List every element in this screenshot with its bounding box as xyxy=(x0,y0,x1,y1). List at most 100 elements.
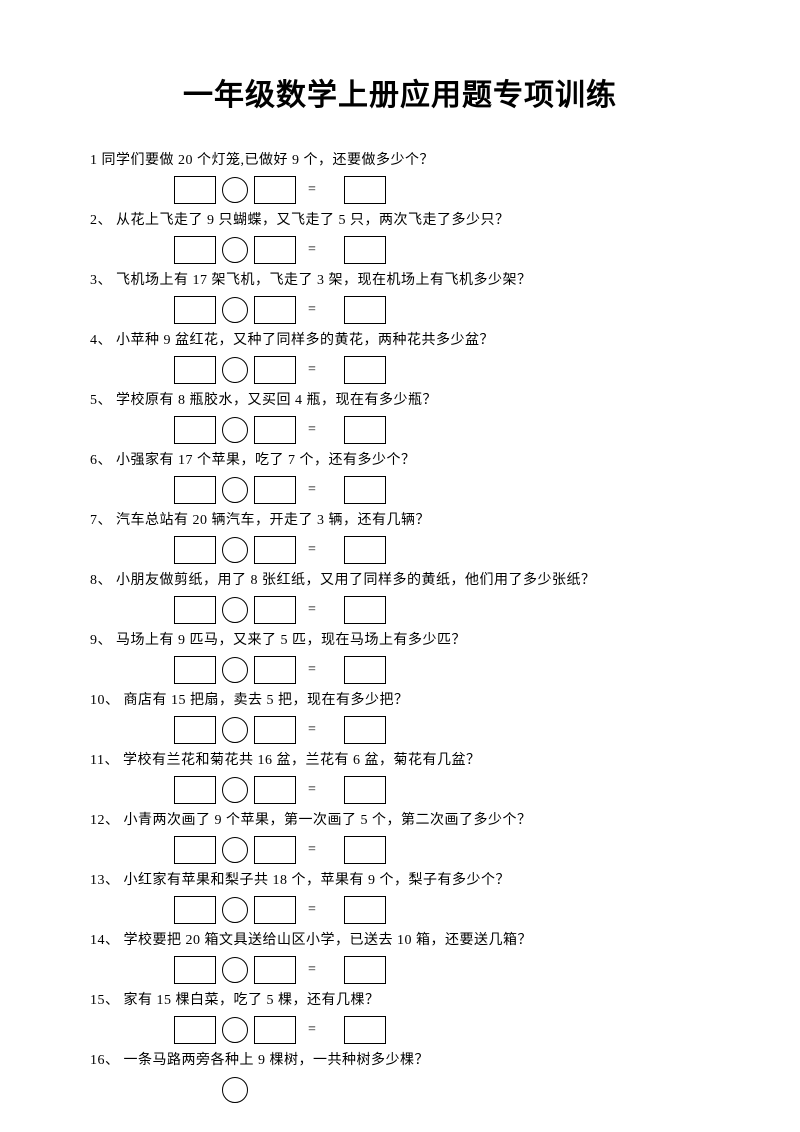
equals-sign: = xyxy=(302,962,322,978)
result-box xyxy=(344,596,386,624)
operator-circle xyxy=(222,357,248,383)
operand-box xyxy=(254,776,296,804)
operator-circle xyxy=(222,717,248,743)
problem: 2、 从花上飞走了 9 只蝴蝶，又飞走了 5 只，两次飞走了多少只？ = xyxy=(90,210,710,268)
question-text: 3、 飞机场上有 17 架飞机，飞走了 3 架，现在机场上有飞机多少架？ xyxy=(90,270,710,292)
operand-box xyxy=(254,716,296,744)
operand-box xyxy=(174,236,216,264)
problem: 7、 汽车总站有 20 辆汽车，开走了 3 辆，还有几辆？ = xyxy=(90,510,710,568)
result-box xyxy=(344,1016,386,1044)
question-text: 13、 小红家有苹果和梨子共 18 个，苹果有 9 个，梨子有多少个？ xyxy=(90,870,710,892)
operator-circle xyxy=(222,957,248,983)
operand-box xyxy=(254,956,296,984)
equals-sign: = xyxy=(302,362,322,378)
equals-sign: = xyxy=(302,722,322,738)
answer-row: = xyxy=(90,832,710,868)
problem: 12、 小青两次画了 9 个苹果，第一次画了 5 个，第二次画了多少个？= xyxy=(90,810,710,868)
operand-box xyxy=(254,596,296,624)
problem: 3、 飞机场上有 17 架飞机，飞走了 3 架，现在机场上有飞机多少架？= xyxy=(90,270,710,328)
problem: 14、 学校要把 20 箱文具送给山区小学，已送去 10 箱，还要送几箱？ = xyxy=(90,930,710,988)
answer-row: = xyxy=(90,712,710,748)
operator-circle xyxy=(222,477,248,503)
result-box xyxy=(344,836,386,864)
operand-box xyxy=(254,836,296,864)
question-text: 2、 从花上飞走了 9 只蝴蝶，又飞走了 5 只，两次飞走了多少只？ xyxy=(90,210,710,232)
operand-box xyxy=(254,236,296,264)
problems-list: 1 同学们要做 20 个灯笼,已做好 9 个，还要做多少个？=2、 从花上飞走了… xyxy=(90,150,710,1108)
problem: 4、 小苹种 9 盆红花，又种了同样多的黄花，两种花共多少盆？ = xyxy=(90,330,710,388)
operand-box xyxy=(174,716,216,744)
answer-row: = xyxy=(90,292,710,328)
problem: 9、 马场上有 9 匹马，又来了 5 匹，现在马场上有多少匹？= xyxy=(90,630,710,688)
operand-box xyxy=(254,176,296,204)
operand-box xyxy=(254,1016,296,1044)
operand-box xyxy=(254,656,296,684)
question-text: 14、 学校要把 20 箱文具送给山区小学，已送去 10 箱，还要送几箱？ xyxy=(90,930,710,952)
answer-row xyxy=(90,1072,710,1108)
answer-row: = xyxy=(90,532,710,568)
operator-circle xyxy=(222,837,248,863)
operand-box xyxy=(254,416,296,444)
operator-circle xyxy=(222,1017,248,1043)
equals-sign: = xyxy=(302,902,322,918)
operand-box xyxy=(254,476,296,504)
equals-sign: = xyxy=(302,1022,322,1038)
result-box xyxy=(344,776,386,804)
equals-sign: = xyxy=(302,782,322,798)
operand-box xyxy=(174,536,216,564)
question-text: 9、 马场上有 9 匹马，又来了 5 匹，现在马场上有多少匹？ xyxy=(90,630,710,652)
operand-box xyxy=(174,836,216,864)
equals-sign: = xyxy=(302,242,322,258)
result-box xyxy=(344,236,386,264)
operator-circle xyxy=(222,177,248,203)
operand-box xyxy=(254,536,296,564)
answer-row: = xyxy=(90,1012,710,1048)
page-title: 一年级数学上册应用题专项训练 xyxy=(90,70,710,114)
result-box xyxy=(344,656,386,684)
answer-row: = xyxy=(90,352,710,388)
result-box xyxy=(344,176,386,204)
question-text: 5、 学校原有 8 瓶胶水，又买回 4 瓶，现在有多少瓶？ xyxy=(90,390,710,412)
operator-circle xyxy=(222,777,248,803)
problem: 13、 小红家有苹果和梨子共 18 个，苹果有 9 个，梨子有多少个？ = xyxy=(90,870,710,928)
problem: 1 同学们要做 20 个灯笼,已做好 9 个，还要做多少个？ = xyxy=(90,150,710,208)
operand-box xyxy=(254,356,296,384)
problem: 8、 小朋友做剪纸，用了 8 张红纸，又用了同样多的黄纸，他们用了多少张纸？= xyxy=(90,570,710,628)
equals-sign: = xyxy=(302,422,322,438)
operand-box xyxy=(174,476,216,504)
result-box xyxy=(344,476,386,504)
operand-box xyxy=(174,956,216,984)
problem: 11、 学校有兰花和菊花共 16 盆，兰花有 6 盆，菊花有几盆？ = xyxy=(90,750,710,808)
problem: 6、 小强家有 17 个苹果，吃了 7 个，还有多少个？= xyxy=(90,450,710,508)
question-text: 4、 小苹种 9 盆红花，又种了同样多的黄花，两种花共多少盆？ xyxy=(90,330,710,352)
problem: 5、 学校原有 8 瓶胶水，又买回 4 瓶，现在有多少瓶？ = xyxy=(90,390,710,448)
equals-sign: = xyxy=(302,182,322,198)
operator-circle xyxy=(222,597,248,623)
result-box xyxy=(344,716,386,744)
answer-row: = xyxy=(90,952,710,988)
operand-box xyxy=(174,416,216,444)
equals-sign: = xyxy=(302,482,322,498)
problem: 10、 商店有 15 把扇，卖去 5 把，现在有多少把？= xyxy=(90,690,710,748)
equals-sign: = xyxy=(302,542,322,558)
question-text: 1 同学们要做 20 个灯笼,已做好 9 个，还要做多少个？ xyxy=(90,150,710,172)
question-text: 12、 小青两次画了 9 个苹果，第一次画了 5 个，第二次画了多少个？ xyxy=(90,810,710,832)
question-text: 11、 学校有兰花和菊花共 16 盆，兰花有 6 盆，菊花有几盆？ xyxy=(90,750,710,772)
question-text: 7、 汽车总站有 20 辆汽车，开走了 3 辆，还有几辆？ xyxy=(90,510,710,532)
operator-circle xyxy=(222,537,248,563)
operator-circle xyxy=(222,657,248,683)
result-box xyxy=(344,356,386,384)
operator-circle xyxy=(222,1077,248,1103)
operand-box xyxy=(174,656,216,684)
answer-row: = xyxy=(90,592,710,628)
result-box xyxy=(344,296,386,324)
operand-box xyxy=(174,776,216,804)
operand-box xyxy=(254,296,296,324)
equals-sign: = xyxy=(302,602,322,618)
answer-row: = xyxy=(90,412,710,448)
answer-row: = xyxy=(90,172,710,208)
answer-row: = xyxy=(90,772,710,808)
result-box xyxy=(344,956,386,984)
answer-row: = xyxy=(90,472,710,508)
operand-box xyxy=(174,176,216,204)
